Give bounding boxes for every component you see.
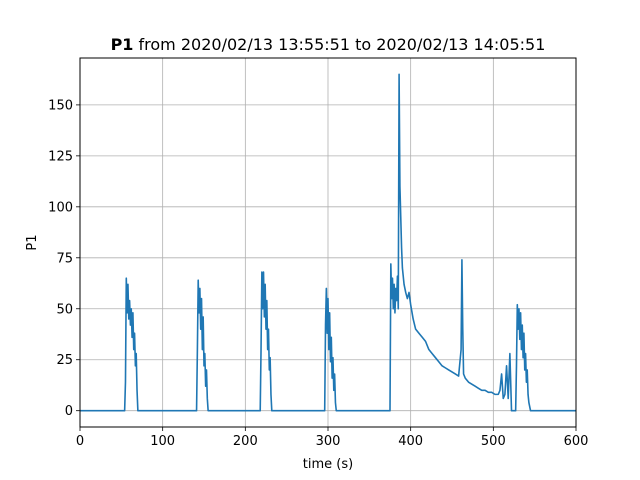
y-axis-label: P1 [25,234,40,250]
x-tick-label: 200 [233,434,258,449]
y-tick-label: 75 [56,251,73,266]
x-tick-label: 400 [398,434,423,449]
series-line [80,73,576,412]
x-axis-label: time (s) [303,457,353,472]
x-tick-label: 100 [150,434,175,449]
y-tick-label: 150 [48,98,73,113]
y-tick-label: 125 [48,149,73,164]
y-tick-label: 25 [56,353,73,368]
x-axis-ticks: 0 100 200 300 400 500 600 [76,427,589,449]
y-tick-label: 50 [56,302,73,317]
series-layer [80,73,576,412]
y-axis-ticks: 0 25 50 75 100 125 150 [48,98,80,419]
chart-title: P1 from 2020/02/13 13:55:51 to 2020/02/1… [111,35,546,54]
y-tick-label: 100 [48,200,73,215]
chart-title-rest: from 2020/02/13 13:55:51 to 2020/02/13 1… [133,35,545,54]
y-tick-label: 0 [65,404,73,419]
grid-lines [79,58,577,427]
chart-title-bold: P1 [111,35,134,54]
x-tick-label: 300 [316,434,341,449]
x-tick-label: 0 [76,434,84,449]
x-tick-label: 600 [564,434,589,449]
x-tick-label: 500 [481,434,506,449]
